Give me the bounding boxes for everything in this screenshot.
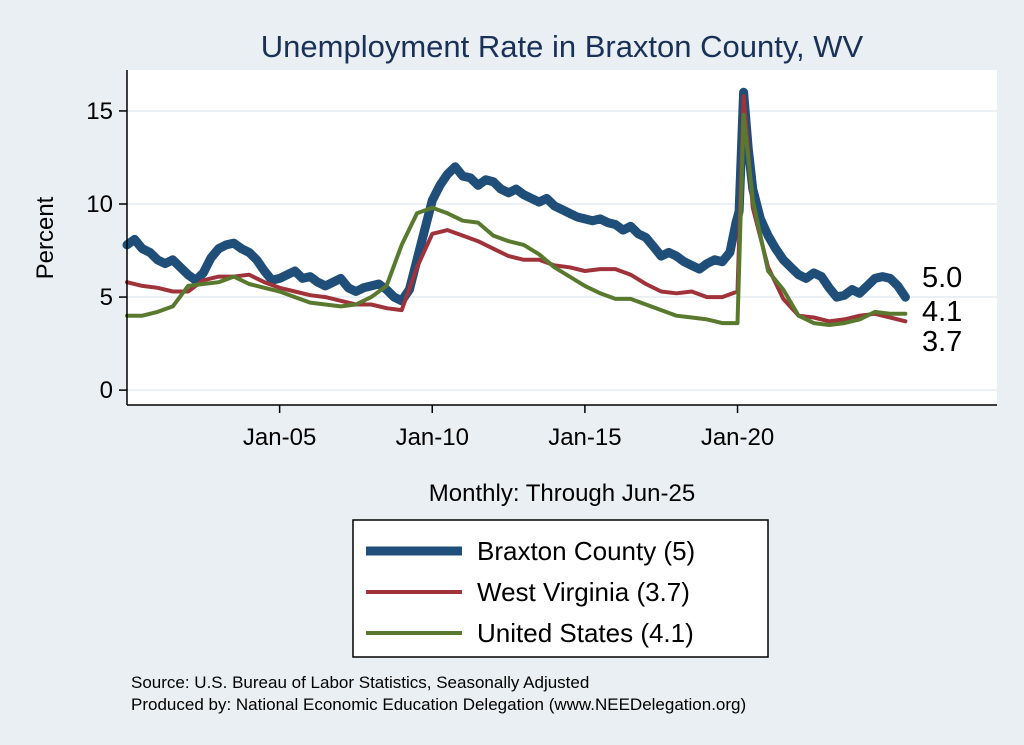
legend-label-west-virginia: West Virginia (3.7) <box>477 577 690 607</box>
west-virginia-end-label: 3.7 <box>922 326 962 358</box>
chart-title: Unemployment Rate in Braxton County, WV <box>261 29 864 64</box>
y-tick-label-10: 10 <box>86 191 113 218</box>
legend: Braxton County (5) West Virginia (3.7) U… <box>352 519 769 658</box>
series-layer <box>122 87 910 327</box>
legend-label-braxton: Braxton County (5) <box>477 536 695 566</box>
plot-area <box>127 70 997 405</box>
x-tick-label-0: Jan-05 <box>243 424 316 451</box>
legend-label-united-states: United States (4.1) <box>477 618 694 648</box>
y-tick-label-5: 5 <box>100 284 113 311</box>
gridlines <box>127 110 997 391</box>
x-tick-label-3: Jan-20 <box>701 424 774 451</box>
braxton-county-line <box>122 87 910 306</box>
producer-note: Produced by: National Economic Education… <box>131 695 746 714</box>
y-tick-label-0: 0 <box>100 377 113 404</box>
braxton-end-label: 5.0 <box>922 262 962 294</box>
united-states-end-label: 4.1 <box>922 296 962 328</box>
x-axis-title: Monthly: Through Jun-25 <box>429 480 695 507</box>
united-states-line <box>125 112 908 327</box>
source-note: Source: U.S. Bureau of Labor Statistics,… <box>131 673 589 692</box>
x-ticks: Jan-05 Jan-10 Jan-15 Jan-20 <box>243 405 774 451</box>
y-axis-title: Percent <box>32 196 59 279</box>
x-tick-label-1: Jan-10 <box>396 424 469 451</box>
x-tick-label-2: Jan-15 <box>548 424 621 451</box>
y-ticks: 0 5 10 15 <box>86 98 127 404</box>
y-tick-label-15: 15 <box>86 98 113 125</box>
